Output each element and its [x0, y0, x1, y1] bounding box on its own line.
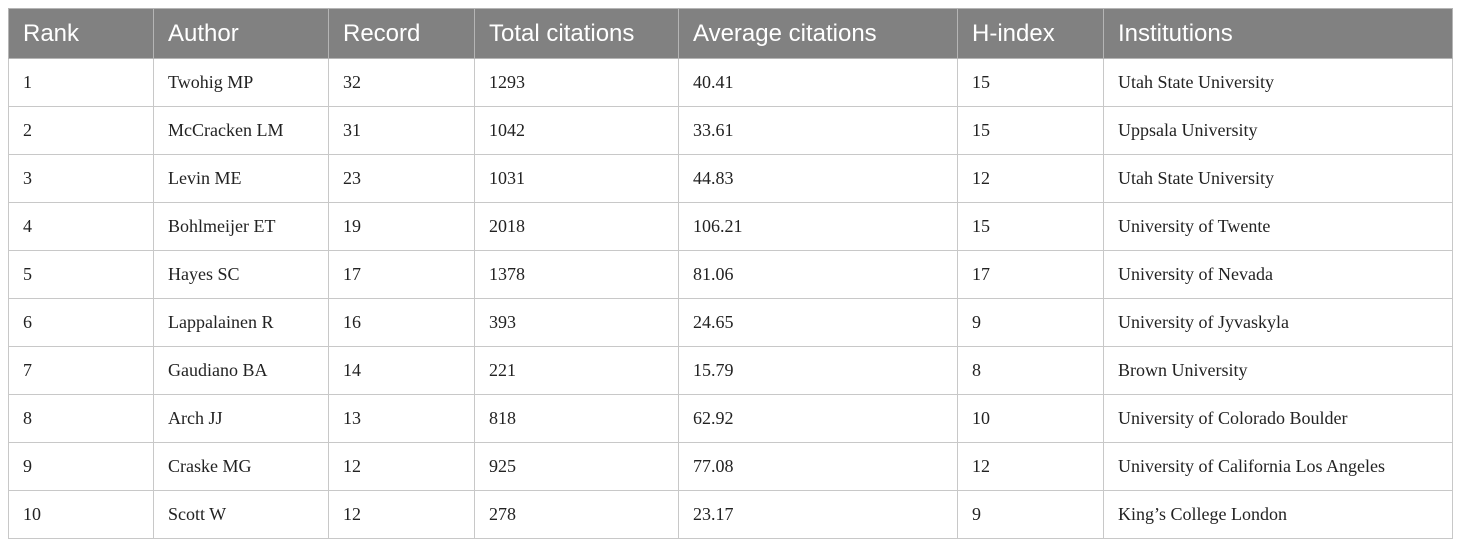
table-row: 1 Twohig MP 32 1293 40.41 15 Utah State Univer… [8, 58, 1453, 107]
table-cell: 278 [474, 490, 679, 539]
table-cell: 23.17 [678, 490, 958, 539]
table-row: 4 Bohlmeijer ET 19 2018 106.21 15 University o… [8, 202, 1453, 251]
table-cell: 1031 [474, 154, 679, 203]
table-cell: Scott W [153, 490, 329, 539]
table-cell: Utah State University [1103, 58, 1453, 107]
table-row: 8 Arch JJ 13 818 62.92 10 University of Colora… [8, 394, 1453, 443]
table-cell: 8 [957, 346, 1104, 395]
authors-table: Rank Author Record Total citations Average c… [8, 8, 1453, 539]
table-cell: Craske MG [153, 442, 329, 491]
header-cell: Total citations [474, 8, 679, 59]
table-cell: 19 [328, 202, 475, 251]
table-cell: 5 [8, 250, 154, 299]
table-cell: 1378 [474, 250, 679, 299]
table-cell: 393 [474, 298, 679, 347]
table-cell: 2 [8, 106, 154, 155]
table-cell: 818 [474, 394, 679, 443]
table-cell: 40.41 [678, 58, 958, 107]
table-cell: 106.21 [678, 202, 958, 251]
table-cell: Hayes SC [153, 250, 329, 299]
table-cell: 15 [957, 106, 1104, 155]
table-cell: 14 [328, 346, 475, 395]
table-cell: Arch JJ [153, 394, 329, 443]
table-cell: 10 [8, 490, 154, 539]
table-cell: 15.79 [678, 346, 958, 395]
table-cell: University of Nevada [1103, 250, 1453, 299]
table-cell: Lappalainen R [153, 298, 329, 347]
table-cell: 15 [957, 202, 1104, 251]
table-cell: University of California Los Angeles [1103, 442, 1453, 491]
table-cell: 3 [8, 154, 154, 203]
header-cell: Institutions [1103, 8, 1453, 59]
table-row: 6 Lappalainen R 16 393 24.65 9 University of J… [8, 298, 1453, 347]
table-cell: Twohig MP [153, 58, 329, 107]
table-row: 9 Craske MG 12 925 77.08 12 University of Cali… [8, 442, 1453, 491]
table-cell: 24.65 [678, 298, 958, 347]
table-cell: Uppsala University [1103, 106, 1453, 155]
table-cell: University of Twente [1103, 202, 1453, 251]
table-cell: 12 [328, 442, 475, 491]
table-row: 2 McCracken LM 31 1042 33.61 15 Uppsala Univer… [8, 106, 1453, 155]
table-cell: 81.06 [678, 250, 958, 299]
table-cell: 12 [328, 490, 475, 539]
table-cell: 1 [8, 58, 154, 107]
header-cell: Author [153, 8, 329, 59]
table-cell: Levin ME [153, 154, 329, 203]
table-cell: 9 [957, 490, 1104, 539]
table-cell: 31 [328, 106, 475, 155]
table-cell: 62.92 [678, 394, 958, 443]
table-cell: King’s College London [1103, 490, 1453, 539]
table-cell: 2018 [474, 202, 679, 251]
table-cell: 15 [957, 58, 1104, 107]
header-cell: Average citations [678, 8, 958, 59]
table-cell: 1293 [474, 58, 679, 107]
table-cell: 925 [474, 442, 679, 491]
table-cell: 23 [328, 154, 475, 203]
table-cell: Utah State University [1103, 154, 1453, 203]
table-cell: Brown University [1103, 346, 1453, 395]
header-cell: H-index [957, 8, 1104, 59]
table-cell: 7 [8, 346, 154, 395]
table-cell: 33.61 [678, 106, 958, 155]
table-cell: 44.83 [678, 154, 958, 203]
table-cell: 77.08 [678, 442, 958, 491]
table-cell: 13 [328, 394, 475, 443]
table-row: 3 Levin ME 23 1031 44.83 12 Utah State Univers… [8, 154, 1453, 203]
table-cell: Bohlmeijer ET [153, 202, 329, 251]
table-cell: 32 [328, 58, 475, 107]
table-cell: 9 [957, 298, 1104, 347]
table-cell: 10 [957, 394, 1104, 443]
table-cell: 16 [328, 298, 475, 347]
table-cell: 8 [8, 394, 154, 443]
table-cell: 4 [8, 202, 154, 251]
table-cell: University of Colorado Boulder [1103, 394, 1453, 443]
table-cell: 12 [957, 442, 1104, 491]
header-cell: Rank [8, 8, 154, 59]
table-cell: 9 [8, 442, 154, 491]
table-cell: University of Jyvaskyla [1103, 298, 1453, 347]
table-cell: 12 [957, 154, 1104, 203]
header-cell: Record [328, 8, 475, 59]
table-row: 5 Hayes SC 17 1378 81.06 17 University of Neva… [8, 250, 1453, 299]
table-cell: 17 [328, 250, 475, 299]
table-cell: 6 [8, 298, 154, 347]
table-cell: 221 [474, 346, 679, 395]
header-row: Rank Author Record Total citations Average c… [8, 8, 1453, 59]
table-cell: 1042 [474, 106, 679, 155]
table-cell: Gaudiano BA [153, 346, 329, 395]
table-row: 10 Scott W 12 278 23.17 9 King’s College Londo… [8, 490, 1453, 539]
table-body: 1 Twohig MP 32 1293 40.41 15 Utah State Univer… [8, 58, 1453, 539]
table-cell: McCracken LM [153, 106, 329, 155]
table-cell: 17 [957, 250, 1104, 299]
table-row: 7 Gaudiano BA 14 221 15.79 8 Brown University [8, 346, 1453, 395]
